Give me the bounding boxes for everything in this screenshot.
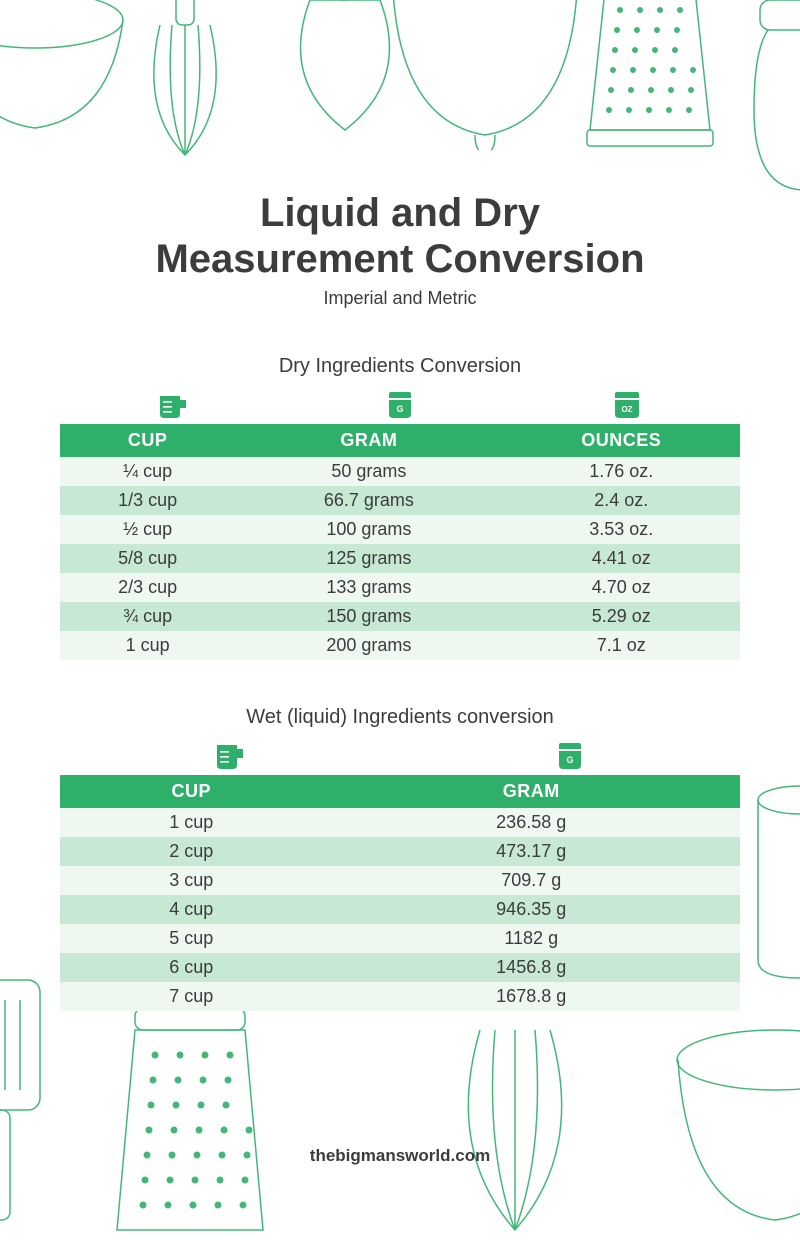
table-row: ¾ cup150 grams5.29 oz [60,602,740,631]
dry-section-title: Dry Ingredients Conversion [60,355,740,378]
dry-header-gram: GRAM [235,424,502,457]
dry-cell-oz: 4.70 oz [503,573,741,602]
measuring-cup-icon [158,392,188,420]
dry-cell-gram: 50 grams [235,457,502,486]
title-line-2: Measurement Conversion [155,237,644,281]
title-line-1: Liquid and Dry [260,191,540,235]
dry-cell-cup: 1 cup [60,631,235,660]
table-row: 5 cup1182 g [60,924,740,953]
table-row: 3 cup709.7 g [60,866,740,895]
footer-credit: thebigmansworld.com [0,1146,800,1166]
table-row: 6 cup1456.8 g [60,953,740,982]
dry-cell-cup: ¼ cup [60,457,235,486]
wet-icon-row: G [60,737,740,771]
dry-cell-oz: 2.4 oz. [503,486,741,515]
dry-cell-cup: 5/8 cup [60,544,235,573]
wet-header-cup: CUP [60,775,322,808]
wet-table: CUP GRAM 1 cup236.58 g2 cup473.17 g3 cup… [60,775,740,1011]
wet-cell-gram: 1456.8 g [322,953,740,982]
wet-cell-cup: 1 cup [60,808,322,837]
dry-header-cup: CUP [60,424,235,457]
wet-cell-cup: 4 cup [60,895,322,924]
table-row: 1/3 cup66.7 grams2.4 oz. [60,486,740,515]
svg-text:G: G [566,755,573,765]
table-row: ¼ cup50 grams1.76 oz. [60,457,740,486]
dry-header-ounces: OUNCES [503,424,741,457]
page-title: Liquid and Dry Measurement Conversion [60,190,740,282]
wet-cell-gram: 946.35 g [322,895,740,924]
grater-outline-icon [95,1000,285,1260]
table-row: 1 cup236.58 g [60,808,740,837]
dry-icon-row: G OZ [60,386,740,420]
measuring-cup-icon [215,741,245,771]
wet-cell-gram: 709.7 g [322,866,740,895]
dry-cell-oz: 7.1 oz [503,631,741,660]
wet-cell-cup: 3 cup [60,866,322,895]
dry-cell-gram: 133 grams [235,573,502,602]
table-row: 2/3 cup133 grams4.70 oz [60,573,740,602]
wet-cell-cup: 5 cup [60,924,322,953]
dry-cell-gram: 100 grams [235,515,502,544]
wet-cell-gram: 1678.8 g [322,982,740,1011]
dry-cell-gram: 200 grams [235,631,502,660]
table-row: 5/8 cup125 grams4.41 oz [60,544,740,573]
dry-cell-oz: 4.41 oz [503,544,741,573]
table-row: 7 cup1678.8 g [60,982,740,1011]
wet-cell-gram: 1182 g [322,924,740,953]
scale-g-icon: G [555,741,585,771]
dry-cell-cup: 1/3 cup [60,486,235,515]
svg-text:G: G [396,404,403,414]
wet-cell-cup: 6 cup [60,953,322,982]
dry-cell-oz: 1.76 oz. [503,457,741,486]
svg-text:OZ: OZ [621,405,632,414]
table-row: 1 cup200 grams7.1 oz [60,631,740,660]
table-row: ½ cup100 grams3.53 oz. [60,515,740,544]
table-row: 4 cup946.35 g [60,895,740,924]
scale-g-icon: G [385,390,415,420]
page-subtitle: Imperial and Metric [60,288,740,309]
wet-cell-gram: 473.17 g [322,837,740,866]
wet-cell-cup: 2 cup [60,837,322,866]
wet-header-gram: GRAM [322,775,740,808]
dry-cell-cup: ¾ cup [60,602,235,631]
dry-cell-oz: 3.53 oz. [503,515,741,544]
scale-oz-icon: OZ [610,390,644,420]
dry-cell-cup: 2/3 cup [60,573,235,602]
table-row: 2 cup473.17 g [60,837,740,866]
bowl-outline-icon [670,1010,800,1230]
dry-cell-gram: 66.7 grams [235,486,502,515]
dry-cell-cup: ½ cup [60,515,235,544]
dry-cell-oz: 5.29 oz [503,602,741,631]
dry-table: CUP GRAM OUNCES ¼ cup50 grams1.76 oz.1/3… [60,424,740,660]
whisk-outline-icon [430,1020,600,1250]
wet-cell-cup: 7 cup [60,982,322,1011]
wet-section-title: Wet (liquid) Ingredients conversion [60,706,740,729]
dry-cell-gram: 125 grams [235,544,502,573]
wet-cell-gram: 236.58 g [322,808,740,837]
dry-cell-gram: 150 grams [235,602,502,631]
